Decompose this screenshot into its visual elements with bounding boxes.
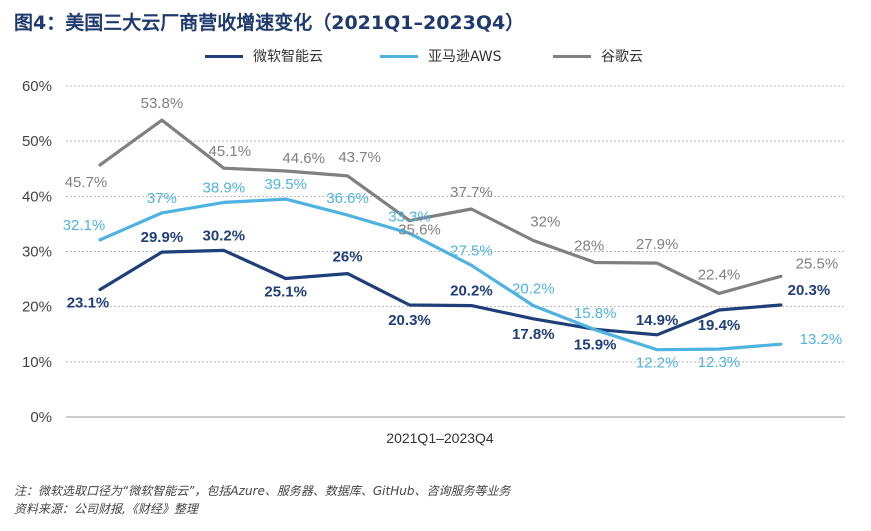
legend-swatch-aws (380, 54, 418, 58)
x-axis-label: 2021Q1–2023Q4 (386, 430, 494, 446)
y-tick-label: 20% (22, 299, 52, 316)
series-line-2 (98, 118, 783, 295)
series-line-0 (98, 248, 783, 337)
data-label: 44.6% (282, 150, 325, 167)
data-label: 26% (333, 249, 363, 266)
y-tick-label: 50% (22, 133, 52, 150)
legend-label-google: 谷歌云 (601, 49, 643, 65)
data-label: 20.3% (388, 312, 431, 329)
data-label: 53.8% (141, 95, 184, 112)
y-tick-label: 10% (22, 354, 52, 371)
y-tick-label: 40% (22, 188, 52, 205)
data-label: 36.6% (326, 190, 369, 207)
chart-title: 图4：美国三大云厂商营收增速变化（2021Q1–2023Q4） (14, 12, 525, 34)
data-label: 20.2% (512, 281, 555, 298)
data-label: 28% (574, 238, 604, 255)
data-label: 13.2% (800, 331, 843, 348)
data-label: 17.8% (512, 326, 555, 343)
data-label: 19.4% (698, 317, 741, 334)
data-label: 32% (530, 213, 560, 230)
data-label: 32.1% (63, 217, 106, 234)
data-label-layer: 23.1% 29.9% 30.2% 25.1% 26% 20.3% 20.2% 17.8% 15… (63, 95, 842, 371)
data-label: 37% (147, 190, 177, 207)
data-label: 15.9% (574, 336, 617, 353)
data-label: 12.3% (698, 354, 741, 371)
data-label: 45.7% (65, 174, 108, 191)
legend-label-microsoft: 微软智能云 (253, 49, 323, 65)
y-tick-label: 30% (22, 244, 52, 261)
data-label: 37.7% (450, 184, 493, 201)
footnote-source: 资料来源：公司财报,《财经》整理 (14, 502, 198, 516)
legend-item-aws: 亚马逊AWS (380, 46, 502, 66)
y-tick-label: 60% (22, 78, 52, 95)
data-label: 30.2% (203, 227, 246, 244)
legend-item-google: 谷歌云 (553, 46, 643, 66)
legend-swatch-microsoft (205, 54, 243, 58)
data-label: 15.8% (574, 305, 617, 322)
data-label: 20.3% (788, 282, 831, 299)
data-label: 27.5% (450, 242, 493, 259)
data-label: 12.2% (636, 355, 679, 372)
legend: 微软智能云 亚马逊AWS 谷歌云 (0, 46, 871, 70)
data-label: 43.7% (338, 149, 381, 166)
legend-item-microsoft: 微软智能云 (205, 46, 323, 66)
data-label: 45.1% (209, 143, 252, 160)
data-label: 33.3% (388, 208, 431, 225)
data-label: 14.9% (636, 312, 679, 329)
data-label: 25.1% (264, 284, 307, 301)
data-label: 25.5% (796, 255, 839, 272)
data-label: 20.2% (450, 283, 493, 300)
line-layer (98, 118, 783, 352)
data-label: 27.9% (636, 236, 679, 253)
data-label: 29.9% (141, 229, 184, 246)
data-label: 39.5% (264, 176, 307, 193)
series-line-1 (98, 197, 783, 352)
legend-swatch-google (553, 54, 591, 58)
data-label: 23.1% (67, 295, 110, 312)
data-label: 22.4% (698, 266, 741, 283)
data-label: 38.9% (203, 179, 246, 196)
legend-label-aws: 亚马逊AWS (428, 49, 502, 65)
y-tick-label: 0% (30, 409, 52, 426)
data-label: 35.6% (398, 222, 441, 239)
footnote-note: 注：微软选取口径为“微软智能云”，包括Azure、服务器、数据库、GitHub、… (14, 484, 511, 498)
